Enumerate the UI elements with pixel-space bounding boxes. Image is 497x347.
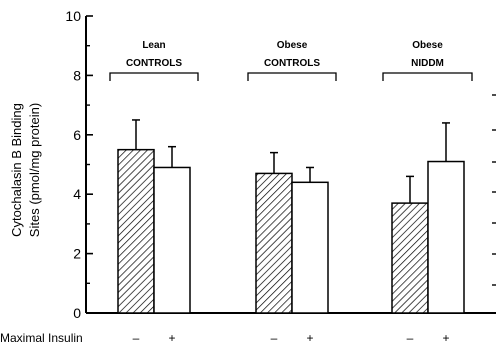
y-axis-title-line2: Sites (pmol/mg protein) [27,103,42,237]
group-label-line2: CONTROLS [264,58,320,69]
bar-insulin [153,166,191,314]
group-label-line2: CONTROLS [126,58,182,69]
y-tick-label: 6 [73,127,81,143]
y-tick-label: 4 [73,186,81,202]
y-tick-label: 0 [73,305,81,321]
y-ticks: 0 2 4 6 8 10 [65,8,496,321]
insulin-sign: – [271,331,278,345]
y-axis-title: Cytochalasin B Binding Sites (pmol/mg pr… [9,103,42,237]
bar-basal [391,202,429,314]
bar-basal [255,172,293,314]
bar-insulin [427,160,465,314]
group-0: Lean CONTROLS [109,40,199,314]
group-bracket [109,72,199,81]
group-2: Obese NIDDM [382,40,473,314]
group-bracket [382,72,473,81]
insulin-sign: – [133,331,140,345]
insulin-sign: + [442,331,449,345]
groups: Lean CONTROLS Obese CONTROLS Obese NIDDM [109,40,473,314]
insulin-sign: + [306,331,313,345]
insulin-signs: – + – + – + [133,331,450,345]
bar-insulin [291,181,329,314]
y-tick-label: 2 [73,246,81,262]
group-bracket [247,72,337,81]
group-label-line2: NIDDM [411,58,444,69]
y-tick-label: 10 [65,8,81,24]
group-label-line1: Obese [412,40,443,51]
group-1: Obese CONTROLS [247,40,337,314]
insulin-sign: – [407,331,414,345]
group-label-line1: Lean [142,40,165,51]
bar-basal [117,148,155,314]
insulin-sign: + [168,331,175,345]
group-label-line1: Obese [277,40,308,51]
y-tick-label: 8 [73,67,81,83]
y-axis-title-line1: Cytochalasin B Binding [9,103,24,237]
maximal-insulin-label: Maximal Insulin [0,331,83,345]
